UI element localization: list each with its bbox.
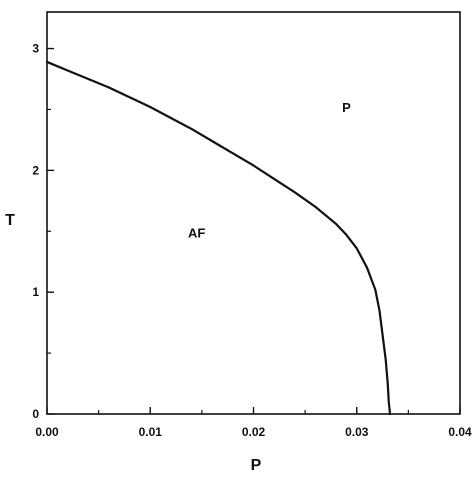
annotation-layer: P AF bbox=[188, 100, 351, 240]
axes-layer bbox=[46, 11, 461, 415]
y-tick-label: 2 bbox=[32, 163, 39, 177]
y-tick-label: 1 bbox=[32, 285, 39, 299]
series-layer bbox=[45, 60, 391, 416]
labels-layer: P T bbox=[5, 212, 262, 474]
ticks-layer: 0.00 0.01 0.02 0.03 0.04 0 1 2 3 bbox=[32, 42, 472, 439]
plot-frame bbox=[46, 11, 461, 415]
phase-boundary-line bbox=[45, 60, 391, 416]
x-tick-label: 0.02 bbox=[242, 425, 266, 439]
x-tick-label: 0.01 bbox=[139, 425, 163, 439]
y-axis-title: T bbox=[5, 212, 15, 229]
x-tick-label: 0.04 bbox=[448, 425, 472, 439]
x-tick-label: 0.00 bbox=[35, 425, 59, 439]
y-tick-label: 0 bbox=[32, 407, 39, 421]
x-tick-label: 0.03 bbox=[345, 425, 369, 439]
region-label: AF bbox=[188, 225, 205, 240]
x-axis-title: P bbox=[251, 457, 262, 474]
region-label: P bbox=[342, 100, 351, 115]
y-tick-label: 3 bbox=[32, 42, 39, 56]
